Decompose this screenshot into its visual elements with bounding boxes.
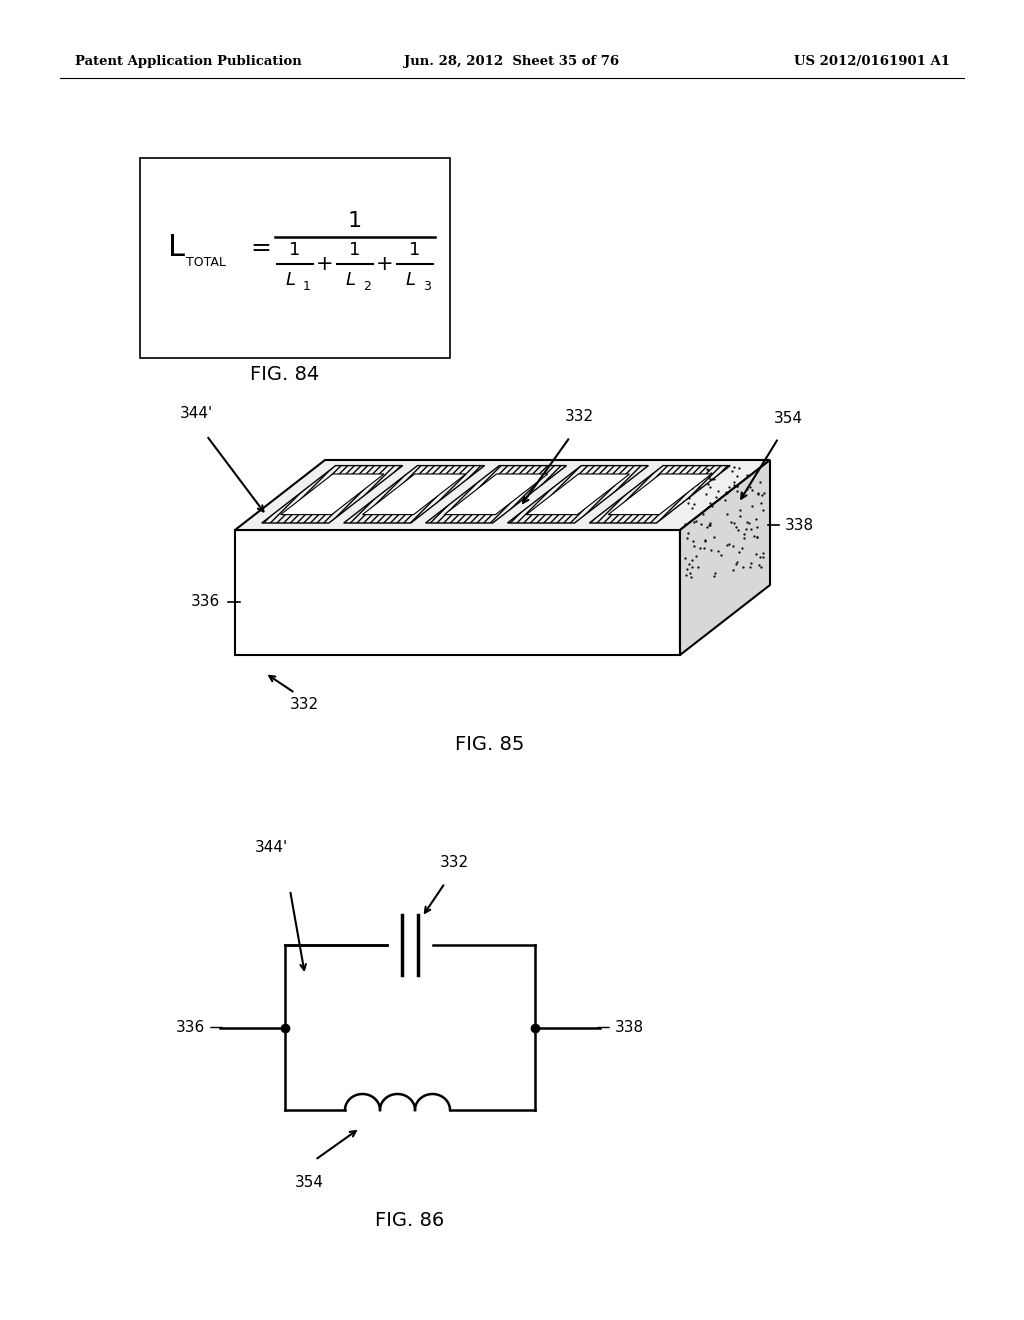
Text: 336: 336 <box>176 1020 205 1035</box>
Text: Jun. 28, 2012  Sheet 35 of 76: Jun. 28, 2012 Sheet 35 of 76 <box>404 55 620 69</box>
Text: 344': 344' <box>255 840 288 855</box>
Polygon shape <box>680 459 770 655</box>
Text: 1: 1 <box>348 211 362 231</box>
Text: FIG. 86: FIG. 86 <box>376 1210 444 1229</box>
Text: 332: 332 <box>565 409 594 424</box>
Text: TOTAL: TOTAL <box>186 256 226 268</box>
Text: 354: 354 <box>295 1175 324 1191</box>
Text: L: L <box>286 271 296 289</box>
Bar <box>140 158 450 358</box>
Text: 338: 338 <box>615 1020 644 1035</box>
Text: +: + <box>376 253 394 275</box>
Text: +: + <box>316 253 334 275</box>
Text: 2: 2 <box>362 280 371 293</box>
Text: 338: 338 <box>785 517 814 532</box>
Text: L: L <box>168 234 185 263</box>
Text: =: = <box>250 236 271 260</box>
Text: 1: 1 <box>290 242 301 259</box>
Text: 332: 332 <box>440 855 469 870</box>
Text: 332: 332 <box>290 697 319 711</box>
Text: 1: 1 <box>410 242 421 259</box>
Polygon shape <box>281 474 384 515</box>
Polygon shape <box>234 531 680 655</box>
Text: US 2012/0161901 A1: US 2012/0161901 A1 <box>794 55 950 69</box>
Text: L: L <box>346 271 356 289</box>
Polygon shape <box>608 474 712 515</box>
Polygon shape <box>444 474 548 515</box>
Text: 1: 1 <box>349 242 360 259</box>
Polygon shape <box>362 474 466 515</box>
Text: 354: 354 <box>773 411 803 426</box>
Text: FIG. 85: FIG. 85 <box>456 735 524 755</box>
Text: L: L <box>406 271 416 289</box>
Text: FIG. 84: FIG. 84 <box>251 366 319 384</box>
Polygon shape <box>526 474 630 515</box>
Text: 1: 1 <box>303 280 311 293</box>
Text: Patent Application Publication: Patent Application Publication <box>75 55 302 69</box>
Text: 3: 3 <box>423 280 431 293</box>
Text: 344': 344' <box>180 405 213 421</box>
Text: 336: 336 <box>190 594 220 610</box>
Polygon shape <box>234 459 770 531</box>
